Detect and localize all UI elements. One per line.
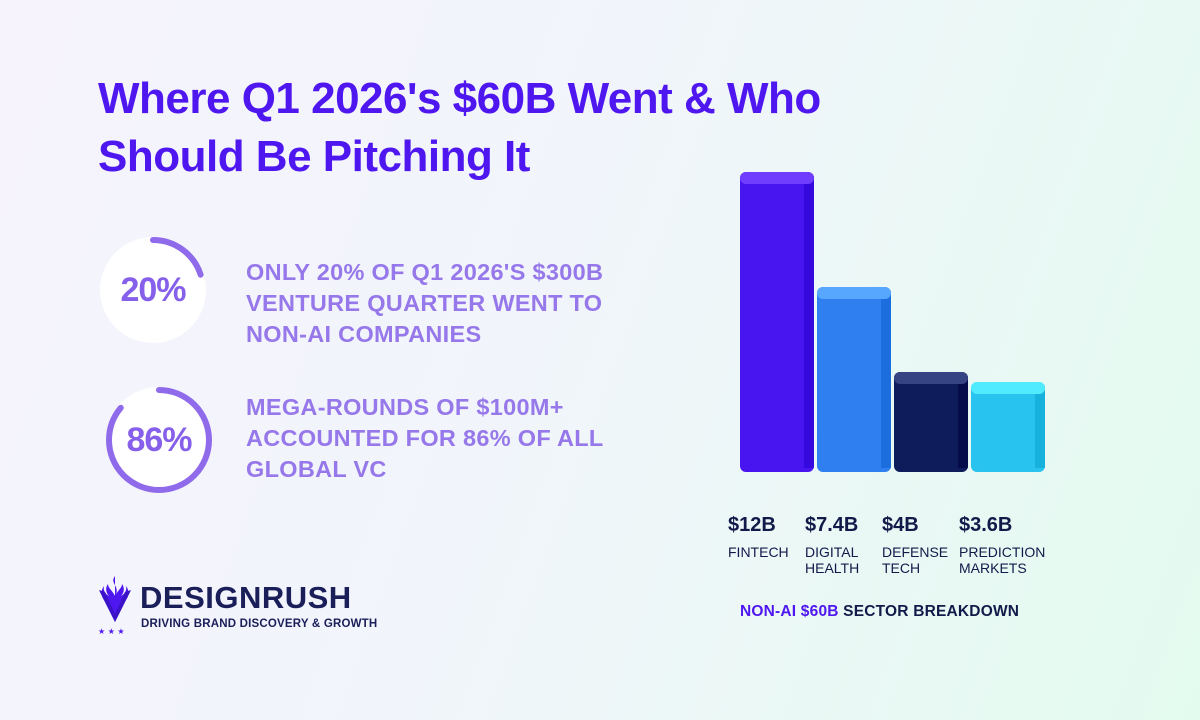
bar-2	[894, 372, 968, 472]
stat-value-2: 86%	[126, 420, 192, 459]
bar-category-line: DIGITAL	[805, 544, 859, 560]
bar-value-label-1: $7.4B	[805, 514, 859, 536]
bar-category-line: MARKETS	[959, 560, 1027, 576]
brand-tagline: DRIVING BRAND DISCOVERY & GROWTH	[141, 618, 378, 630]
bar-category-line: PREDICTION	[959, 544, 1046, 560]
chart-title-rest: SECTOR BREAKDOWN	[838, 603, 1020, 620]
bar-value-label-2: $4B	[882, 514, 919, 536]
sector-bar-chart	[740, 172, 1045, 472]
progress-ring-2	[106, 387, 212, 493]
stat-2-line-2: ACCOUNTED FOR 86% OF ALL	[246, 425, 604, 451]
title-line-2: Should Be Pitching It	[98, 132, 530, 181]
bar-top-2	[894, 372, 968, 384]
bar-body-3	[971, 382, 1045, 472]
stat-1-line-3: NON-AI COMPANIES	[246, 321, 482, 347]
stat-1-line-2: VENTURE QUARTER WENT TO	[246, 290, 603, 316]
bar-category-label-0: FINTECH	[728, 544, 838, 560]
bar-side-0	[804, 176, 814, 468]
bar-1	[817, 287, 891, 472]
stat-ring-1: 20%	[98, 235, 208, 345]
bar-category-line: FINTECH	[728, 544, 789, 560]
bar-side-1	[881, 291, 891, 468]
bar-value-label-3: $3.6B	[959, 514, 1013, 536]
bar-top-0	[740, 172, 814, 184]
bar-body-2	[894, 372, 968, 472]
bar-category-line: TECH	[882, 560, 921, 576]
bar-body-0	[740, 172, 814, 472]
bar-value-label-0: $12B	[728, 514, 776, 536]
svg-text:★ ★ ★: ★ ★ ★	[98, 627, 125, 636]
bar-top-3	[971, 382, 1045, 394]
chart-title-accent: NON-AI $60B	[740, 603, 839, 620]
bar-category-line: DEFENSE	[882, 544, 949, 560]
chart-title: NON-AI $60B SECTOR BREAKDOWN	[740, 603, 1019, 621]
page-title: Where Q1 2026's $60B Went & Who Should B…	[98, 70, 998, 186]
bar-body-1	[817, 287, 891, 472]
designrush-logo-icon: ★ ★ ★	[98, 576, 131, 636]
stat-ring-2: 86%	[104, 385, 214, 495]
stat-value-1: 20%	[120, 270, 186, 309]
progress-ring-1	[100, 237, 206, 343]
stat-2-line-3: GLOBAL VC	[246, 456, 387, 482]
bar-category-label-2: DEFENSE TECH	[882, 544, 992, 576]
brand-name: DESIGNRUSH	[140, 580, 352, 615]
title-line-1: Where Q1 2026's $60B Went & Who	[98, 74, 821, 123]
bar-top-1	[817, 287, 891, 299]
stat-2-line-1: MEGA-ROUNDS OF $100M+	[246, 394, 564, 420]
stat-description-1: ONLY 20% OF Q1 2026'S $300B VENTURE QUAR…	[246, 257, 666, 350]
stat-description-2: MEGA-ROUNDS OF $100M+ ACCOUNTED FOR 86% …	[246, 392, 666, 485]
bar-0	[740, 172, 814, 472]
bar-category-label-3: PREDICTION MARKETS	[959, 544, 1069, 576]
bar-3	[971, 382, 1045, 472]
stat-1-line-1: ONLY 20% OF Q1 2026'S $300B	[246, 259, 604, 285]
bar-side-3	[1035, 386, 1045, 468]
bar-category-label-1: DIGITAL HEALTH	[805, 544, 915, 576]
bar-side-2	[958, 376, 968, 468]
bar-category-line: HEALTH	[805, 560, 860, 576]
